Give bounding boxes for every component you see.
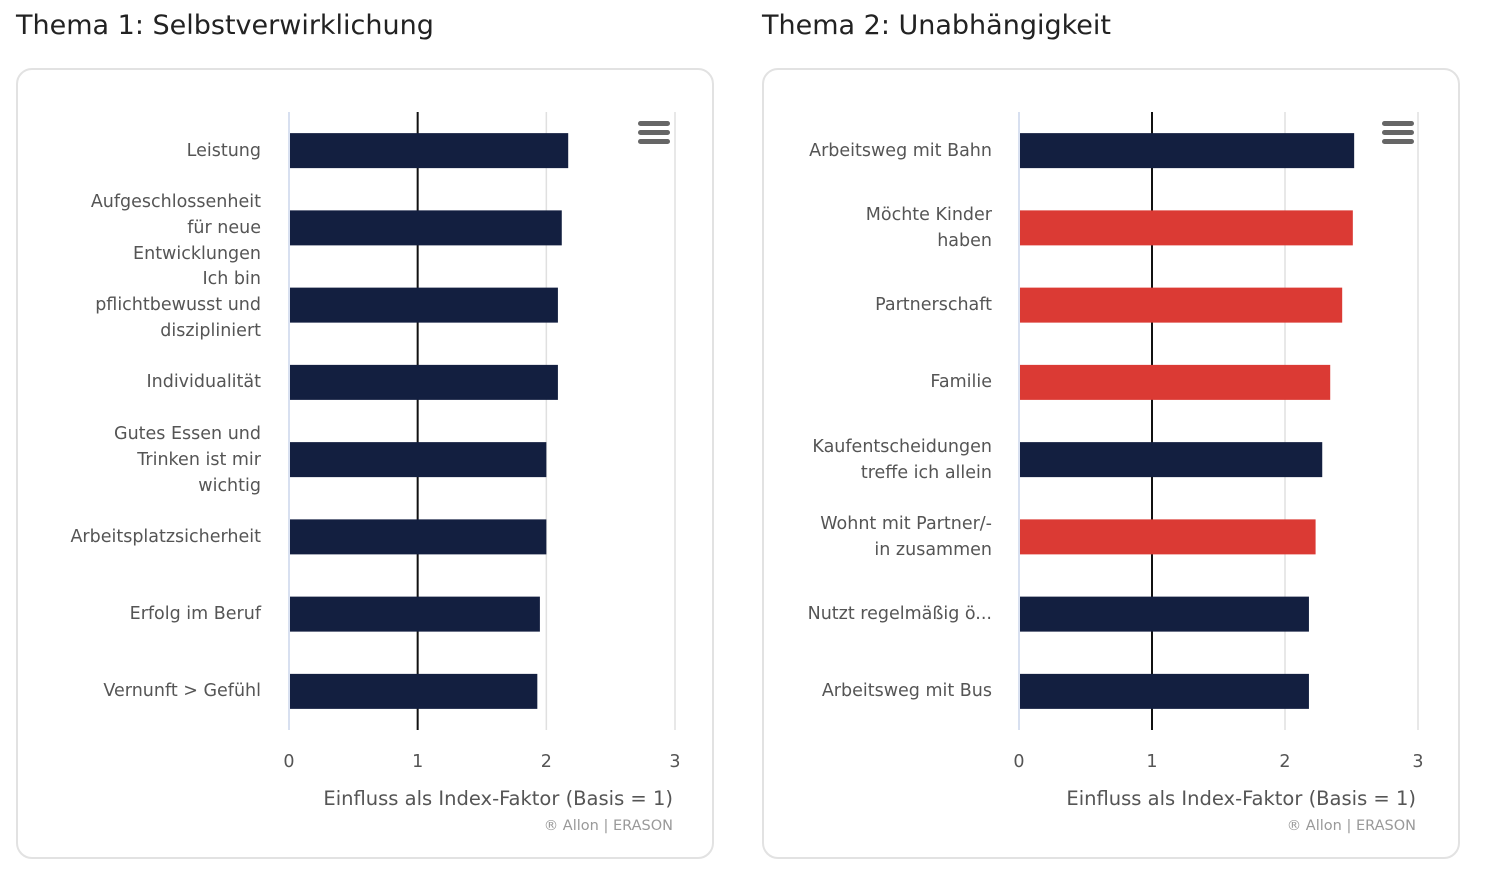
bar [1020, 519, 1316, 555]
bar [290, 442, 547, 478]
tick-label: 2 [1279, 752, 1290, 772]
tick-label: 1 [1146, 752, 1157, 772]
bar [1020, 673, 1309, 709]
bar [1020, 364, 1331, 400]
bar [290, 519, 547, 555]
category-label: Leistung [186, 140, 261, 161]
category-label: Kaufentscheidungen treffe ich allein [812, 436, 992, 483]
category-label: Möchte Kinder haben [865, 204, 992, 251]
category-label: Vernunft > Gefühl [103, 681, 261, 702]
bar [1020, 133, 1355, 169]
bar [290, 596, 540, 632]
category-label: Gutes Essen und Trinken ist mir wichtig [114, 423, 261, 496]
tick-label: 2 [541, 752, 552, 772]
category-label: Familie [930, 372, 992, 393]
chart-card-1: 0 1 2 3 Einfluss als Index-Faktor (Basis = 1… [16, 68, 714, 859]
chart-title-2: Thema 2: Unabhängigkeit [762, 10, 1111, 41]
chart-card-2: 0 1 2 3 Einfluss als Index-Faktor (Basis = 1… [762, 68, 1460, 859]
category-label: Aufgeschlossenheit für neue Entwicklunge… [90, 191, 261, 264]
category-label: Partnerschaft [875, 295, 992, 316]
category-label: Wohnt mit Partner/- in zusammen [820, 513, 992, 560]
bar-chart-2: 0 1 2 3 Einfluss als Index-Faktor (Basis = 1… [1013, 112, 1424, 834]
chart-title-1: Thema 1: Selbstverwirklichung [16, 10, 434, 41]
category-label: Ich bin pflichtbewusst und diszipliniert [95, 269, 261, 342]
category-label: Nutzt regelmäßig ö... [807, 604, 992, 625]
bar [1020, 210, 1353, 246]
bar [290, 364, 558, 400]
category-label: Arbeitsplatzsicherheit [70, 526, 261, 547]
category-label: Arbeitsweg mit Bahn [809, 140, 992, 161]
bar [1020, 596, 1309, 632]
tick-label: 0 [1013, 752, 1024, 772]
tick-label: 0 [283, 752, 294, 772]
tick-label: 3 [669, 752, 680, 772]
hamburger-menu-icon[interactable] [1382, 121, 1414, 147]
bar [290, 673, 538, 709]
category-label: Erfolg im Beruf [129, 604, 261, 625]
tick-label: 1 [412, 752, 423, 772]
credits: ® Allon | ERASON [544, 818, 673, 834]
category-label: Arbeitsweg mit Bus [821, 681, 992, 702]
bar [290, 210, 562, 246]
bar [290, 287, 558, 323]
credits: ® Allon | ERASON [1287, 818, 1416, 834]
bar [1020, 442, 1323, 478]
x-axis-title: Einfluss als Index-Faktor (Basis = 1) [323, 787, 673, 810]
tick-label: 3 [1412, 752, 1423, 772]
bar-chart-1: 0 1 2 3 Einfluss als Index-Faktor (Basis = 1… [283, 112, 681, 834]
bar [290, 133, 569, 169]
bar [1020, 287, 1343, 323]
x-axis-title: Einfluss als Index-Faktor (Basis = 1) [1066, 787, 1416, 810]
category-label: Individualität [146, 372, 261, 393]
hamburger-menu-icon[interactable] [638, 121, 670, 147]
